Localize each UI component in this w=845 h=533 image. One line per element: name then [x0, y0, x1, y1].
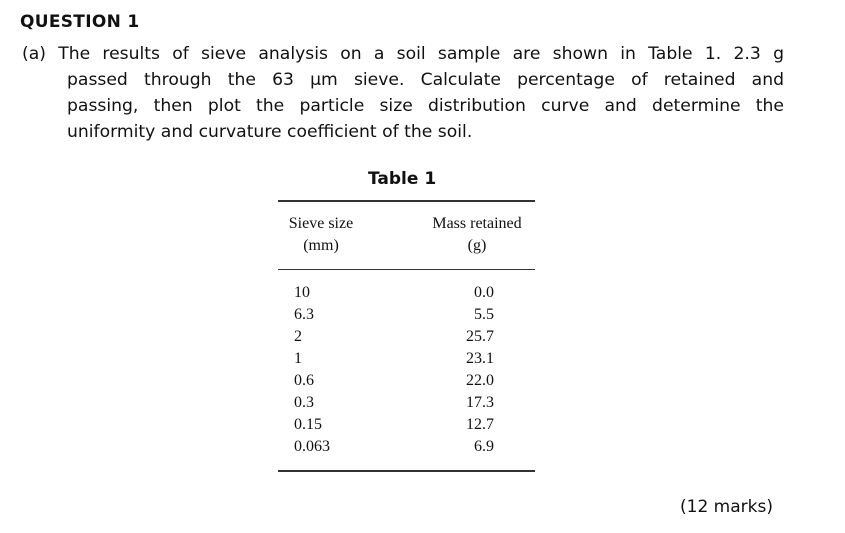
sieve-size-column: 10 6.3 2 1 0.6 0.3 0.15 0.063 [294, 282, 354, 458]
header-sieve-size-unit: (mm) [303, 237, 339, 254]
header-mass-retained-label: Mass retained [432, 215, 522, 232]
question-text: (a) The results of sieve analysis on a s… [22, 41, 784, 145]
mass-retained-cell: 12.7 [466, 416, 494, 433]
sieve-size-cell: 6.3 [294, 306, 314, 323]
question-line-3: passing, then plot the particle size dis… [67, 96, 784, 116]
sieve-size-cell: 0.6 [294, 372, 314, 389]
mass-retained-cell: 22.0 [466, 372, 494, 389]
mass-retained-cell: 0.0 [474, 284, 494, 301]
table-top-rule [278, 200, 535, 202]
sieve-size-cell: 10 [294, 284, 310, 301]
header-mass-retained-unit: (g) [467, 237, 487, 254]
sieve-size-cell: 0.063 [294, 438, 330, 455]
sieve-size-cell: 2 [294, 328, 302, 345]
question-line-4: uniformity and curvature coefficient of … [67, 122, 473, 142]
table-header-rule [278, 269, 535, 270]
mass-retained-cell: 25.7 [466, 328, 494, 345]
mass-retained-cell: 23.1 [466, 350, 494, 367]
question-line-1: (a) The results of sieve analysis on a s… [22, 44, 784, 64]
part-label: (a) [22, 44, 46, 64]
table-title: Table 1 [368, 169, 437, 189]
sieve-size-cell: 1 [294, 350, 302, 367]
header-sieve-size-label: Sieve size [288, 215, 354, 232]
header-sieve-size: Sieve size (mm) [280, 213, 362, 257]
header-mass-retained: Mass retained (g) [418, 213, 536, 257]
mass-retained-column: 0.0 5.5 25.7 23.1 22.0 17.3 12.7 6.9 [450, 282, 494, 458]
sieve-size-cell: 0.3 [294, 394, 314, 411]
sieve-size-cell: 0.15 [294, 416, 322, 433]
mass-retained-cell: 17.3 [466, 394, 494, 411]
question-line-2: passed through the 63 μm sieve. Calculat… [67, 70, 784, 90]
marks-label: (12 marks) [680, 497, 773, 517]
mass-retained-cell: 5.5 [474, 306, 494, 323]
table-bottom-rule [278, 470, 535, 472]
mass-retained-cell: 6.9 [474, 438, 494, 455]
question-heading: QUESTION 1 [20, 12, 140, 32]
